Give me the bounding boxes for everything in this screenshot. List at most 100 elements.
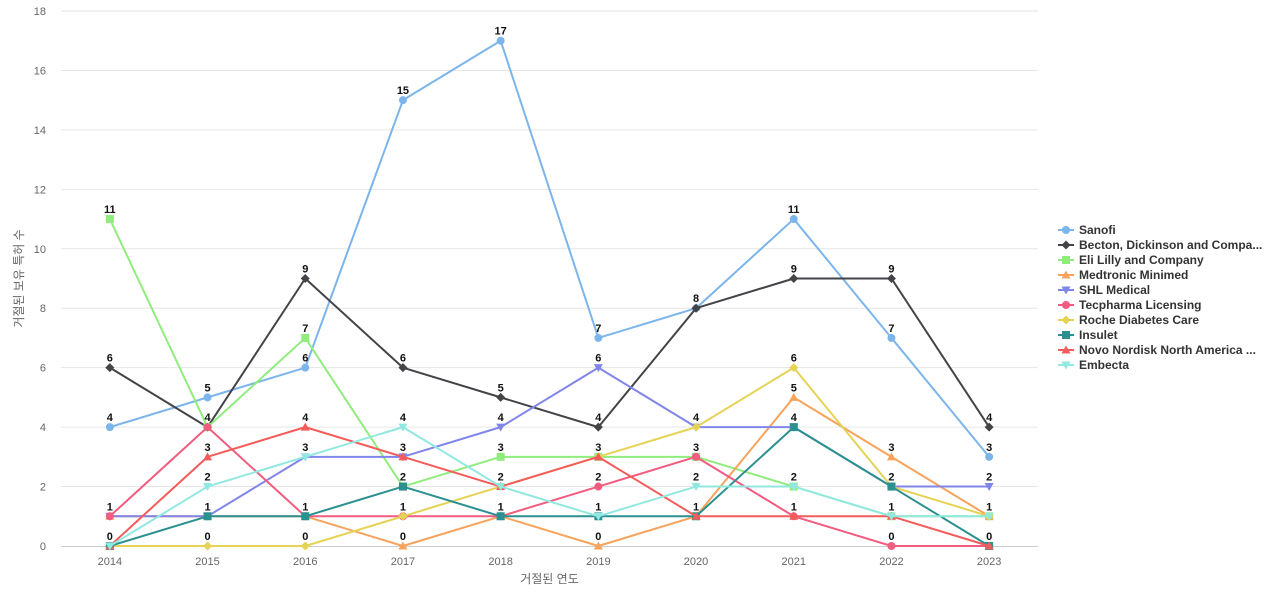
data-point: [593, 422, 603, 432]
data-point: [301, 333, 310, 342]
legend-item[interactable]: Roche Diabetes Care: [1058, 313, 1199, 327]
data-point: [105, 512, 114, 521]
legend-label: Eli Lilly and Company: [1079, 253, 1204, 267]
legend-item[interactable]: Eli Lilly and Company: [1058, 253, 1204, 267]
data-point: [691, 511, 701, 520]
data-label: 4: [107, 412, 114, 424]
data-point: [301, 512, 310, 521]
data-point: [593, 452, 603, 461]
data-label: 3: [986, 442, 992, 454]
data-label: 3: [400, 442, 406, 454]
data-point: [203, 423, 212, 432]
data-point: [789, 511, 799, 520]
data-label: 2: [791, 472, 797, 484]
series-line: [108, 426, 991, 547]
data-point: [984, 541, 994, 550]
data-label: 1: [107, 501, 113, 513]
data-point: [398, 452, 408, 461]
data-point: [789, 363, 799, 373]
data-label: 8: [693, 293, 699, 305]
data-point: [593, 512, 603, 521]
data-point: [496, 423, 506, 432]
data-label: 9: [302, 264, 308, 276]
legend-symbol: [1062, 301, 1070, 309]
data-label: 15: [397, 85, 409, 97]
data-point: [203, 452, 213, 461]
data-point: [691, 422, 701, 432]
data-point: [789, 274, 799, 283]
x-axis-ticks: 2014 2015 2016 2017 2018 2019 2020 2021 2022 2023: [98, 556, 1002, 568]
data-point: [692, 452, 701, 461]
data-point: [203, 483, 213, 492]
legend-item[interactable]: Insulet: [1058, 328, 1118, 342]
data-point: [398, 541, 408, 550]
data-label: 4: [595, 412, 602, 424]
data-label: 1: [986, 501, 992, 513]
series-9: [105, 423, 994, 551]
legend-label: Becton, Dickinson and Compa...: [1079, 238, 1262, 252]
legend-label: Sanofi: [1079, 223, 1116, 237]
data-label: 0: [204, 531, 210, 543]
data-point: [887, 542, 896, 550]
y-tick-label: 8: [40, 303, 46, 315]
data-label: 3: [498, 442, 504, 454]
legend-symbol: [1061, 270, 1071, 279]
legend-item[interactable]: Tecpharma Licensing: [1058, 298, 1201, 312]
legend-item[interactable]: Novo Nordisk North America ...: [1058, 343, 1256, 357]
data-point: [789, 423, 798, 432]
data-point: [300, 453, 310, 462]
data-label: 2: [693, 472, 699, 484]
data-point: [887, 482, 896, 491]
data-point: [887, 333, 896, 342]
data-label: 1: [204, 501, 210, 513]
data-point: [496, 36, 505, 45]
data-label: 7: [888, 323, 894, 335]
data-label: 1: [693, 501, 699, 513]
data-point: [300, 422, 310, 431]
x-tick-label: 2020: [684, 556, 708, 568]
legend-item[interactable]: Becton, Dickinson and Compa...: [1058, 238, 1262, 252]
data-point: [593, 364, 603, 373]
legend-item[interactable]: Medtronic Minimed: [1058, 268, 1188, 282]
legend-symbol: [1061, 345, 1071, 354]
data-label: 4: [693, 412, 700, 424]
data-label: 0: [986, 531, 992, 543]
data-label: 2: [986, 472, 992, 484]
data-labels: 1164105432109764310156432101754321764321…: [104, 26, 993, 543]
legend-item[interactable]: Sanofi: [1058, 223, 1116, 237]
data-label: 4: [986, 412, 993, 424]
data-point: [691, 483, 701, 492]
data-label: 0: [595, 531, 601, 543]
data-point: [691, 303, 701, 313]
data-label: 3: [693, 442, 699, 454]
data-point: [203, 541, 213, 551]
legend-symbol: [1061, 361, 1071, 370]
data-label: 4: [302, 412, 309, 424]
data-label: 9: [888, 264, 894, 276]
data-point: [398, 511, 408, 521]
series-line: [108, 426, 991, 547]
data-point: [398, 423, 408, 432]
legend-symbol: [1062, 331, 1070, 339]
x-tick-label: 2015: [195, 556, 219, 568]
data-point: [105, 423, 114, 432]
x-tick-label: 2021: [782, 556, 806, 568]
legend-symbol: [1062, 256, 1070, 264]
y-tick-label: 2: [40, 482, 46, 494]
legend-item[interactable]: SHL Medical: [1058, 283, 1150, 297]
data-point: [398, 363, 408, 373]
series-line: [108, 366, 991, 518]
legend-item[interactable]: Embecta: [1058, 358, 1129, 372]
data-point: [985, 452, 994, 461]
data-point: [593, 541, 603, 550]
data-label: 2: [204, 472, 210, 484]
data-point: [594, 482, 603, 491]
data-label: 1: [791, 501, 797, 513]
legend-label: Novo Nordisk North America ...: [1079, 343, 1256, 357]
data-point: [301, 363, 310, 372]
data-label: 3: [302, 442, 308, 454]
data-point: [984, 422, 994, 432]
series-line: [108, 426, 991, 547]
